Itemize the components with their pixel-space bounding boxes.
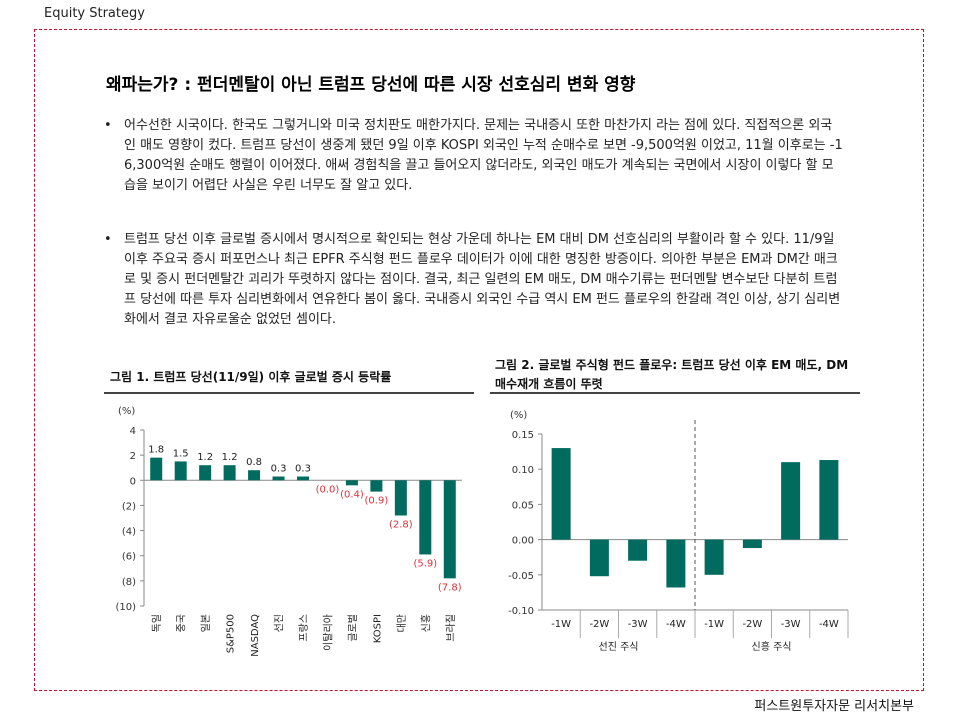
bar xyxy=(742,539,762,549)
bar xyxy=(297,476,309,481)
y-tick-label: -0.10 xyxy=(508,606,534,617)
x-tick-label: KOSPI xyxy=(372,614,383,643)
bullet-marker: • xyxy=(104,232,112,247)
x-tick-label: S&P500 xyxy=(226,614,237,653)
y-tick-label: 0.10 xyxy=(512,465,534,476)
y-tick-label: (4) xyxy=(122,527,136,538)
data-label: (0.0) xyxy=(316,484,340,495)
header-label: Equity Strategy xyxy=(44,6,145,21)
data-label: (0.9) xyxy=(365,496,389,507)
bar xyxy=(628,539,648,561)
bar xyxy=(345,480,358,486)
data-label: 1.2 xyxy=(197,452,213,463)
bar xyxy=(819,460,839,540)
x-tick-label: 일본 xyxy=(200,614,212,632)
footer-source: 퍼스트원투자자문 리서치본부 xyxy=(754,699,914,714)
x-tick-label: 대만 xyxy=(396,614,408,632)
x-tick-label: -1W xyxy=(704,619,724,630)
bar xyxy=(551,448,571,540)
bullet-text: 트럼프 당선 이후 글로벌 증시에서 명시적으로 확인되는 현상 가운데 하나는… xyxy=(124,232,841,327)
x-tick-label: -2W xyxy=(589,619,609,630)
bullet-paragraph-2: • 트럼프 당선 이후 글로벌 증시에서 명시적으로 확인되는 현상 가운데 하… xyxy=(104,230,844,330)
data-label: 0.8 xyxy=(246,457,262,468)
data-label: 1.5 xyxy=(173,448,189,459)
figure-1-rule xyxy=(104,392,474,394)
bar xyxy=(199,465,212,481)
y-tick-label: 2 xyxy=(130,451,136,462)
x-tick-label: NASDAQ xyxy=(250,614,261,657)
y-tick-label: (8) xyxy=(122,577,136,588)
bar xyxy=(589,539,609,577)
data-label: 0.3 xyxy=(295,464,311,475)
data-label: 1.2 xyxy=(222,452,238,463)
bar xyxy=(174,461,187,481)
page-title: 왜파는가? : 펀더멘탈이 아닌 트럼프 당선에 따른 시장 선호심리 변화 영… xyxy=(106,75,636,95)
bar xyxy=(443,480,456,579)
chart-2: (%) 0.15 0.10 0.05 0.00 -0.05 -0.10 -1W -2W -3W -4… xyxy=(508,410,849,653)
figure-2-rule xyxy=(490,392,860,394)
x-tick-label: -3W xyxy=(628,619,648,630)
bar xyxy=(370,480,383,492)
x-tick-label: 브라질 xyxy=(445,614,457,642)
x-tick-label: -3W xyxy=(781,619,801,630)
data-label: 1.8 xyxy=(148,445,164,456)
figure-1-title: 그림 1. 트럼프 당선(11/9일) 이후 글로벌 증시 등락률 xyxy=(110,370,392,384)
y-tick-label: -0.05 xyxy=(508,571,534,582)
group-label: 선진 주식 xyxy=(599,641,639,653)
y-tick-label: (6) xyxy=(122,552,136,563)
x-tick-label: 프랑스 xyxy=(298,614,310,642)
bar xyxy=(248,470,261,481)
y-tick-label: 0.00 xyxy=(512,536,534,547)
bullet-paragraph-1: • 어수선한 시국이다. 한국도 그렇거니와 미국 정치판도 매한가지다. 문제… xyxy=(104,116,844,196)
y-axis-unit: (%) xyxy=(510,410,527,421)
y-tick-label: 0.05 xyxy=(512,500,534,511)
bar xyxy=(150,457,163,481)
data-label: (7.8) xyxy=(438,582,462,593)
y-tick-label: 0 xyxy=(130,476,136,487)
x-tick-label: 글로벌 xyxy=(347,614,359,642)
y-tick-label: (2) xyxy=(122,501,136,512)
x-tick-label: 중국 xyxy=(176,614,188,632)
x-tick-label: 신흥 xyxy=(419,614,432,632)
bar xyxy=(223,465,236,481)
bar xyxy=(272,476,285,481)
x-tick-label: 이탈리아 xyxy=(321,614,334,651)
x-tick-label: 선진 xyxy=(274,614,286,632)
y-tick-label: 4 xyxy=(130,426,136,437)
bar xyxy=(419,480,432,555)
bullet-marker: • xyxy=(104,118,112,133)
bar xyxy=(666,539,686,588)
x-tick-label: -2W xyxy=(742,619,762,630)
x-tick-label: -4W xyxy=(819,619,839,630)
y-axis-unit: (%) xyxy=(118,406,135,417)
group-label: 신흥 주식 xyxy=(752,640,792,653)
x-tick-label: -1W xyxy=(551,619,571,630)
data-label: (2.8) xyxy=(389,519,413,530)
data-label: 0.3 xyxy=(271,464,287,475)
y-tick-label: 0.15 xyxy=(512,430,534,441)
content-frame xyxy=(34,29,924,691)
bar xyxy=(781,462,801,540)
bar xyxy=(394,480,407,516)
figure-2-title: 그림 2. 글로벌 주식형 펀드 플로우: 트럼프 당선 이후 EM 매도, D… xyxy=(495,358,849,391)
x-tick-label: 독일 xyxy=(151,614,163,632)
data-label: (0.4) xyxy=(340,489,364,500)
bullet-text: 어수선한 시국이다. 한국도 그렇거니와 미국 정치판도 매한가지다. 문제는 … xyxy=(124,118,843,193)
bar xyxy=(704,539,724,575)
y-tick-label: (10) xyxy=(115,602,136,613)
chart-1: (%) 4 2 0 (2) (4) (6) (8) (10) 1.8 독일 1.5 중국 1.2 일본 1.2… xyxy=(115,406,462,657)
x-tick-label: -4W xyxy=(666,619,686,630)
data-label: (5.9) xyxy=(413,558,437,569)
